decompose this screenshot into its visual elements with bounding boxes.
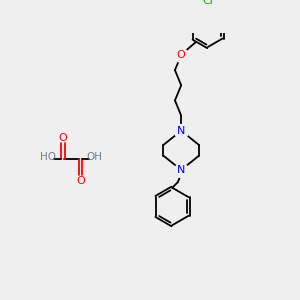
Text: O: O (177, 50, 186, 60)
Text: O: O (58, 133, 67, 143)
Text: OH: OH (87, 152, 103, 163)
Text: N: N (177, 126, 185, 136)
Text: Cl: Cl (202, 0, 213, 6)
Text: N: N (177, 165, 185, 175)
Text: HO: HO (40, 152, 56, 163)
Text: O: O (76, 176, 85, 186)
